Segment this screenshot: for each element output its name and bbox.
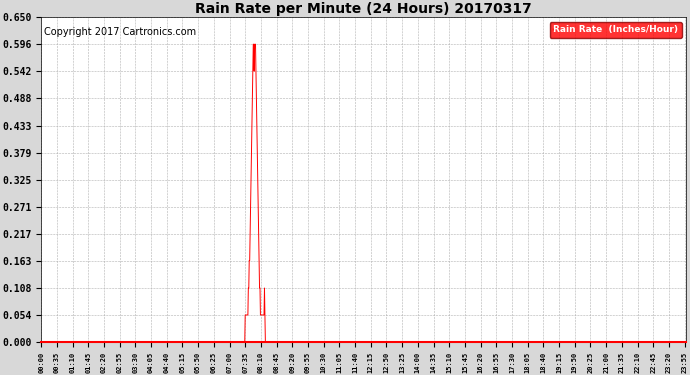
Text: Copyright 2017 Cartronics.com: Copyright 2017 Cartronics.com: [44, 27, 197, 37]
Title: Rain Rate per Minute (24 Hours) 20170317: Rain Rate per Minute (24 Hours) 20170317: [195, 2, 532, 16]
Legend: Rain Rate  (Inches/Hour): Rain Rate (Inches/Hour): [550, 22, 682, 38]
